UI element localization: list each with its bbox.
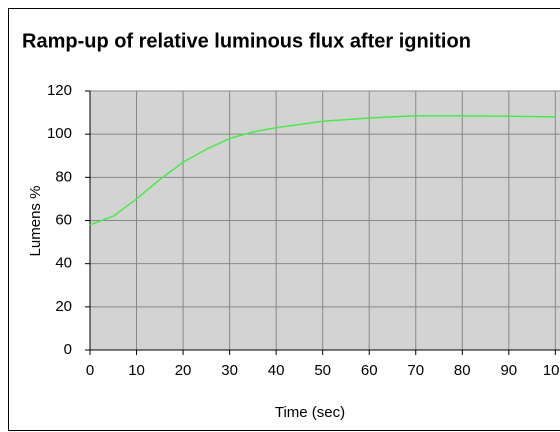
- y-tick-label: 0: [64, 341, 72, 358]
- y-axis-label: Lumens %: [27, 186, 44, 257]
- data-line: [89, 115, 556, 226]
- y-tick-label: 80: [55, 168, 72, 185]
- chart-title: Ramp-up of relative luminous flux after …: [22, 30, 471, 52]
- x-tick-label: 40: [268, 362, 285, 379]
- y-tick-label: 120: [47, 82, 72, 99]
- x-tick-label: 60: [361, 362, 378, 379]
- x-tick-label: 90: [500, 362, 517, 379]
- x-tick-label: 20: [175, 362, 192, 379]
- x-tick-label: 30: [221, 362, 238, 379]
- x-axis-label: Time (sec): [275, 404, 345, 421]
- y-tick-label: 100: [47, 125, 72, 142]
- y-tick-label: 20: [55, 298, 72, 315]
- x-tick-label: 10: [128, 362, 145, 379]
- x-tick-label: 100: [543, 362, 560, 379]
- y-tick-label: 40: [55, 255, 72, 272]
- x-tick-label: 70: [407, 362, 424, 379]
- x-tick-label: 0: [86, 362, 94, 379]
- x-tick-label: 50: [314, 362, 331, 379]
- y-tick-label: 60: [55, 211, 72, 228]
- x-tick-label: 80: [454, 362, 471, 379]
